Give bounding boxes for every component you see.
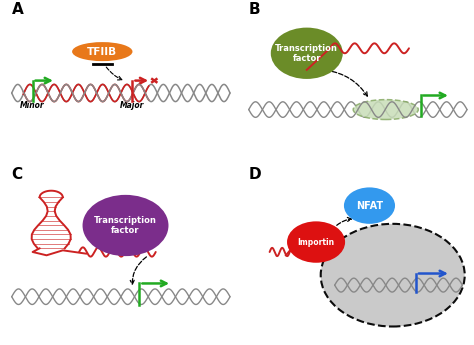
Ellipse shape [72, 42, 132, 61]
Text: Importin: Importin [298, 238, 335, 247]
Circle shape [287, 221, 345, 263]
Text: D: D [249, 167, 261, 182]
Text: B: B [249, 1, 260, 17]
Text: NFAT: NFAT [356, 201, 383, 210]
Circle shape [321, 224, 465, 326]
Circle shape [82, 195, 168, 256]
Circle shape [271, 28, 343, 79]
Text: Transcription
factor: Transcription factor [275, 43, 338, 63]
Text: C: C [12, 167, 23, 182]
Text: TFIIB: TFIIB [87, 47, 118, 57]
Text: Transcription
factor: Transcription factor [94, 216, 157, 235]
Text: A: A [12, 1, 23, 17]
Text: Minor: Minor [20, 101, 45, 110]
Text: Major: Major [120, 101, 145, 110]
Circle shape [344, 187, 395, 224]
Ellipse shape [353, 100, 418, 119]
